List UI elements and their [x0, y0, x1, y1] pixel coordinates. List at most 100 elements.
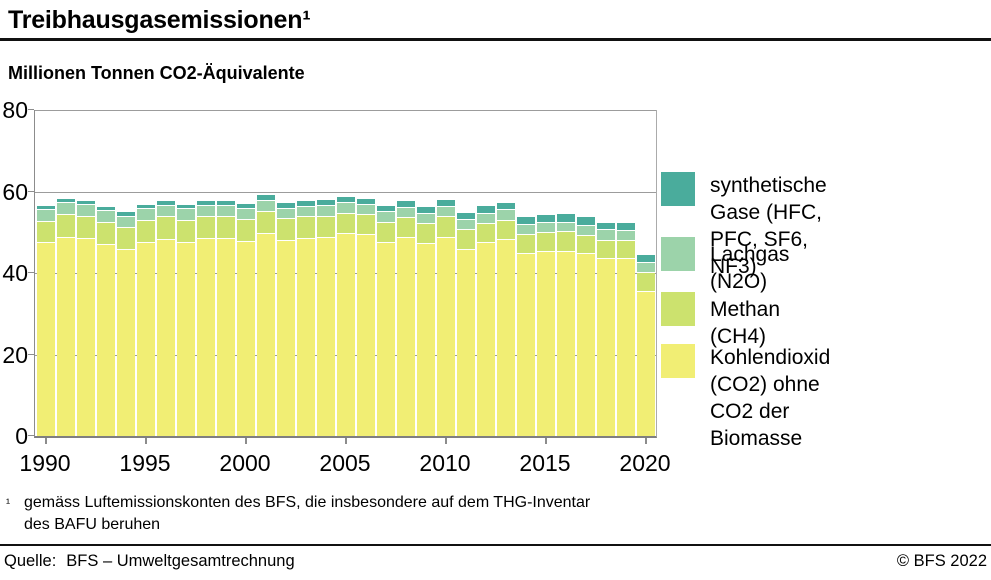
segment-2011: [457, 211, 475, 219]
segment-1990: [37, 208, 55, 221]
bar-2014: [517, 215, 535, 436]
segment-2018: [597, 229, 615, 240]
segment-2008: [397, 200, 415, 207]
y-tick-mark: [28, 353, 34, 355]
segment-1993: [97, 244, 115, 436]
x-tick-mark: [245, 438, 247, 444]
bar-2005: [337, 196, 355, 436]
x-tick-label-1995: 1995: [119, 450, 171, 476]
bar-1998: [197, 199, 215, 436]
bar-2002: [277, 202, 295, 436]
legend-item-0: synthetische Gase (HFC, PFC, SF6, NF3): [661, 172, 827, 280]
segment-2012: [477, 204, 495, 213]
segment-2005: [337, 196, 355, 203]
x-tick-mark: [545, 438, 547, 444]
bar-2006: [357, 197, 375, 436]
segment-1998: [197, 204, 215, 216]
legend-label: Kohlendioxid (CO2) ohne CO2 der Biomasse: [710, 346, 831, 450]
legend-label: Methan (CH4): [710, 298, 781, 348]
source-name: BFS – Umweltgesamtrechnung: [66, 552, 295, 570]
segment-2015: [537, 231, 555, 252]
segment-2009: [417, 222, 435, 244]
segment-2007: [377, 204, 395, 212]
bar-2008: [397, 200, 415, 436]
segment-2018: [597, 258, 615, 436]
segment-2005: [337, 202, 355, 213]
segment-2020: [637, 262, 655, 273]
y-tick-mark: [28, 435, 34, 436]
segment-2002: [277, 207, 295, 219]
bar-1997: [177, 203, 195, 436]
segment-2009: [417, 212, 435, 223]
segment-1995: [137, 219, 155, 243]
segment-2012: [477, 222, 495, 243]
y-tick-label-80: 80: [2, 97, 28, 123]
segment-1992: [77, 203, 95, 216]
x-tick-label-2015: 2015: [519, 450, 571, 476]
segment-2001: [257, 211, 275, 233]
segment-2004: [317, 205, 335, 216]
segment-2004: [317, 199, 335, 206]
segment-1998: [197, 215, 215, 238]
source-row: Quelle: BFS – Umweltgesamtrechnung © BFS …: [4, 552, 987, 571]
y-tick-label-0: 0: [15, 423, 28, 449]
gridline-80: [35, 110, 656, 111]
bar-1992: [77, 199, 95, 436]
segment-1992: [77, 238, 95, 436]
segment-2000: [237, 208, 255, 220]
segment-2013: [497, 201, 515, 210]
segment-1999: [217, 237, 235, 436]
y-tick-label-40: 40: [2, 260, 28, 286]
bar-2010: [437, 199, 455, 436]
segment-1991: [57, 202, 75, 215]
x-tick-mark: [45, 438, 47, 444]
page-title: Treibhausgasemissionen¹: [8, 6, 311, 34]
segment-1996: [157, 216, 175, 239]
segment-2007: [377, 211, 395, 222]
segment-2007: [377, 221, 395, 243]
segment-2016: [557, 221, 575, 232]
bar-1999: [217, 199, 235, 436]
source-label: Quelle:: [4, 552, 57, 570]
segment-2000: [237, 219, 255, 241]
segment-1997: [177, 208, 195, 220]
segment-1996: [157, 200, 175, 205]
segment-2005: [337, 212, 355, 234]
segment-2016: [557, 250, 575, 436]
segment-2016: [557, 213, 575, 222]
bar-2011: [457, 211, 475, 436]
bar-2000: [237, 202, 255, 436]
segment-2001: [257, 232, 275, 436]
y-tick-label-20: 20: [2, 341, 28, 368]
segment-1990: [37, 242, 55, 436]
y-tick-mark: [28, 190, 34, 192]
bar-2017: [577, 216, 595, 436]
footnote-marker: ¹: [6, 496, 10, 510]
segment-2010: [437, 199, 455, 207]
x-tick-mark: [145, 438, 147, 444]
legend-swatch-icon: [661, 292, 695, 326]
segment-2015: [537, 222, 555, 232]
segment-2006: [357, 203, 375, 214]
title-divider: [0, 38, 991, 41]
legend-label: synthetische Gase (HFC, PFC, SF6, NF3): [710, 174, 827, 278]
segment-2010: [437, 206, 455, 217]
segment-2003: [297, 205, 315, 217]
bottom-divider: [0, 544, 991, 546]
segment-2014: [517, 224, 535, 234]
segment-1993: [97, 210, 115, 223]
bar-2012: [477, 204, 495, 436]
segment-1995: [137, 203, 155, 208]
bar-2009: [417, 205, 435, 436]
stacked-bar-plot-area: [34, 110, 657, 438]
x-tick-mark: [445, 438, 447, 444]
segment-1997: [177, 203, 195, 209]
segment-2003: [297, 200, 315, 206]
bar-1994: [117, 211, 135, 436]
segment-2008: [397, 237, 415, 436]
segment-2011: [457, 218, 475, 229]
segment-1998: [197, 237, 215, 436]
bar-1995: [137, 203, 155, 436]
gridline-60: [35, 191, 656, 193]
